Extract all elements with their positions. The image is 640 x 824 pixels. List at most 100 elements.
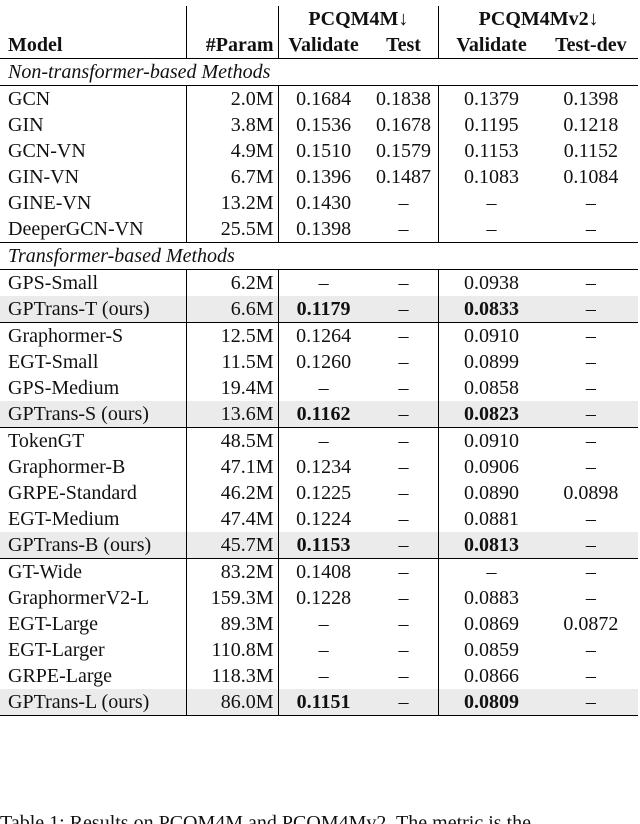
table-cell: – xyxy=(368,349,440,375)
table-row: GPTrans-S (ours) 13.6M 0.1162–0.0823– xyxy=(0,401,638,428)
header-cell: Test xyxy=(368,32,440,59)
table-cell: 11.5M xyxy=(186,349,279,375)
table-cell: 89.3M xyxy=(186,611,279,637)
table-cell: 48.5M xyxy=(186,427,279,454)
table-cell: Graphormer-S xyxy=(0,322,188,349)
table-row: DeeperGCN-VN 25.5M 0.1398– – – xyxy=(0,216,638,243)
table-cell: 13.2M xyxy=(186,190,279,216)
table-cell: 0.1379 xyxy=(438,85,544,112)
table-row: EGT-Medium 47.4M 0.1224–0.0881– xyxy=(0,506,638,532)
table-cell: 0.0910 xyxy=(438,427,544,454)
header-cell: #Param xyxy=(186,32,279,59)
table-cell: 47.4M xyxy=(186,506,279,532)
table-cell: 0.0833 xyxy=(438,296,544,323)
table-cell: GraphormerV2-L xyxy=(0,585,188,611)
table-cell: 0.1084 xyxy=(563,166,619,188)
table-cell: – xyxy=(486,218,497,240)
table-cell: 6.7M xyxy=(186,164,279,190)
table-cell: 0.1083 xyxy=(464,166,520,188)
table-cell: – xyxy=(278,269,369,296)
table-cell: 0.0938 xyxy=(438,269,544,296)
table-cell: 0.1260 xyxy=(296,351,352,373)
header-cell: Model xyxy=(0,32,188,59)
table-cell: – xyxy=(585,508,596,530)
table-cell: 0.1430 xyxy=(296,192,352,214)
table-cell: 0.1398 xyxy=(543,85,638,112)
table-cell: GT-Wide xyxy=(0,558,188,585)
table-cell: – xyxy=(585,639,596,661)
header-cell xyxy=(0,6,188,32)
table-row: GCN 2.0M 0.1684 0.1838 0.1379 0.1398 xyxy=(0,85,638,112)
table-cell: 0.0866 xyxy=(464,665,520,687)
table-cell: 0.0869 xyxy=(464,613,520,635)
table-cell: – xyxy=(543,269,638,296)
table-cell: – xyxy=(543,558,638,585)
header-cell: Validate xyxy=(288,34,359,56)
table-cell: 0.0899 xyxy=(464,351,520,373)
table-cell: GRPE-Standard xyxy=(0,480,188,506)
table-cell: – xyxy=(368,296,440,323)
table-cell: 0.1264 xyxy=(278,322,369,349)
table-cell: – xyxy=(368,558,440,585)
table-cell: 0.1838 xyxy=(368,85,440,112)
table-cell: GIN xyxy=(0,112,188,138)
table-cell: GPS-Medium xyxy=(0,375,188,401)
table-cell: EGT-Medium xyxy=(0,506,188,532)
table-cell: – xyxy=(543,532,638,559)
table-cell: – xyxy=(543,322,638,349)
table-cell: GRPE-Large xyxy=(0,663,188,689)
table-cell: 0.1536 xyxy=(296,114,352,136)
table-cell: 6.6M xyxy=(186,296,279,323)
table-cell: – xyxy=(368,322,440,349)
table-row: EGT-Small 11.5M 0.1260–0.0899– xyxy=(0,349,638,375)
table-cell: – xyxy=(585,587,596,609)
table-row: GIN 3.8M 0.1536 0.1678 0.1195 0.1218 xyxy=(0,112,638,138)
table-cell: TokenGT xyxy=(0,427,188,454)
table-cell: 0.0813 xyxy=(438,532,544,559)
table-cell: – xyxy=(318,639,329,661)
table-cell: EGT-Small xyxy=(0,349,188,375)
table-cell: – xyxy=(278,427,369,454)
caption: Table 1: Results on PCQM4M and PCQM4Mv2.… xyxy=(0,812,531,824)
table-row: GPS-Small 6.2M – –0.0938– xyxy=(0,269,638,296)
table-cell: – xyxy=(368,401,440,428)
table-cell: 118.3M xyxy=(186,663,279,689)
table-row: EGT-Large 89.3M – – 0.0869 0.0872 xyxy=(0,611,638,637)
table-cell: – xyxy=(368,190,440,216)
table-cell: EGT-Large xyxy=(0,611,188,637)
table-cell: 0.0906 xyxy=(464,456,520,478)
table-cell: 0.1398 xyxy=(296,218,352,240)
table-row: GPTrans-B (ours) 45.7M 0.1153–0.0813– xyxy=(0,532,638,559)
table-row: Graphormer-S 12.5M 0.1264–0.0910– xyxy=(0,322,638,349)
table-cell: – xyxy=(368,532,440,559)
header-cell xyxy=(186,6,279,32)
table-cell: 0.1684 xyxy=(278,85,369,112)
table-cell: 0.0858 xyxy=(464,377,520,399)
table-cell: – xyxy=(318,613,329,635)
table-cell: – xyxy=(543,689,638,716)
table-cell: 0.1408 xyxy=(278,558,369,585)
table-row: GINE-VN 13.2M 0.1430– – – xyxy=(0,190,638,216)
table-cell: GCN-VN xyxy=(0,138,188,164)
table-cell: 0.0872 xyxy=(563,613,619,635)
table-row: GPTrans-L (ours) 86.0M 0.1151–0.0809– xyxy=(0,689,638,716)
table-cell: 4.9M xyxy=(186,138,279,164)
table-cell: – xyxy=(585,192,596,214)
table-cell: 110.8M xyxy=(186,637,279,663)
table-cell: GIN-VN xyxy=(0,164,188,190)
table-row: TokenGT 48.5M – –0.0910– xyxy=(0,427,638,454)
table-cell: 0.0859 xyxy=(464,639,520,661)
table-cell: 13.6M xyxy=(186,401,279,428)
table-cell: – xyxy=(585,456,596,478)
table-cell: 0.0881 xyxy=(464,508,520,530)
group-header: PCQM4M↓ xyxy=(278,6,440,32)
table-cell: 0.1510 xyxy=(296,140,352,162)
table-row: Graphormer-B 47.1M 0.1234–0.0906– xyxy=(0,454,638,480)
table-cell: 0.1153 xyxy=(278,532,369,559)
table-cell: 6.2M xyxy=(186,269,279,296)
table-row: GIN-VN 6.7M 0.1396 0.1487 0.1083 0.1084 xyxy=(0,164,638,190)
section-row: Non-transformer-based Methods xyxy=(0,58,638,86)
table-cell: – xyxy=(368,427,440,454)
table-cell: – xyxy=(585,665,596,687)
table-cell: – xyxy=(368,506,440,532)
